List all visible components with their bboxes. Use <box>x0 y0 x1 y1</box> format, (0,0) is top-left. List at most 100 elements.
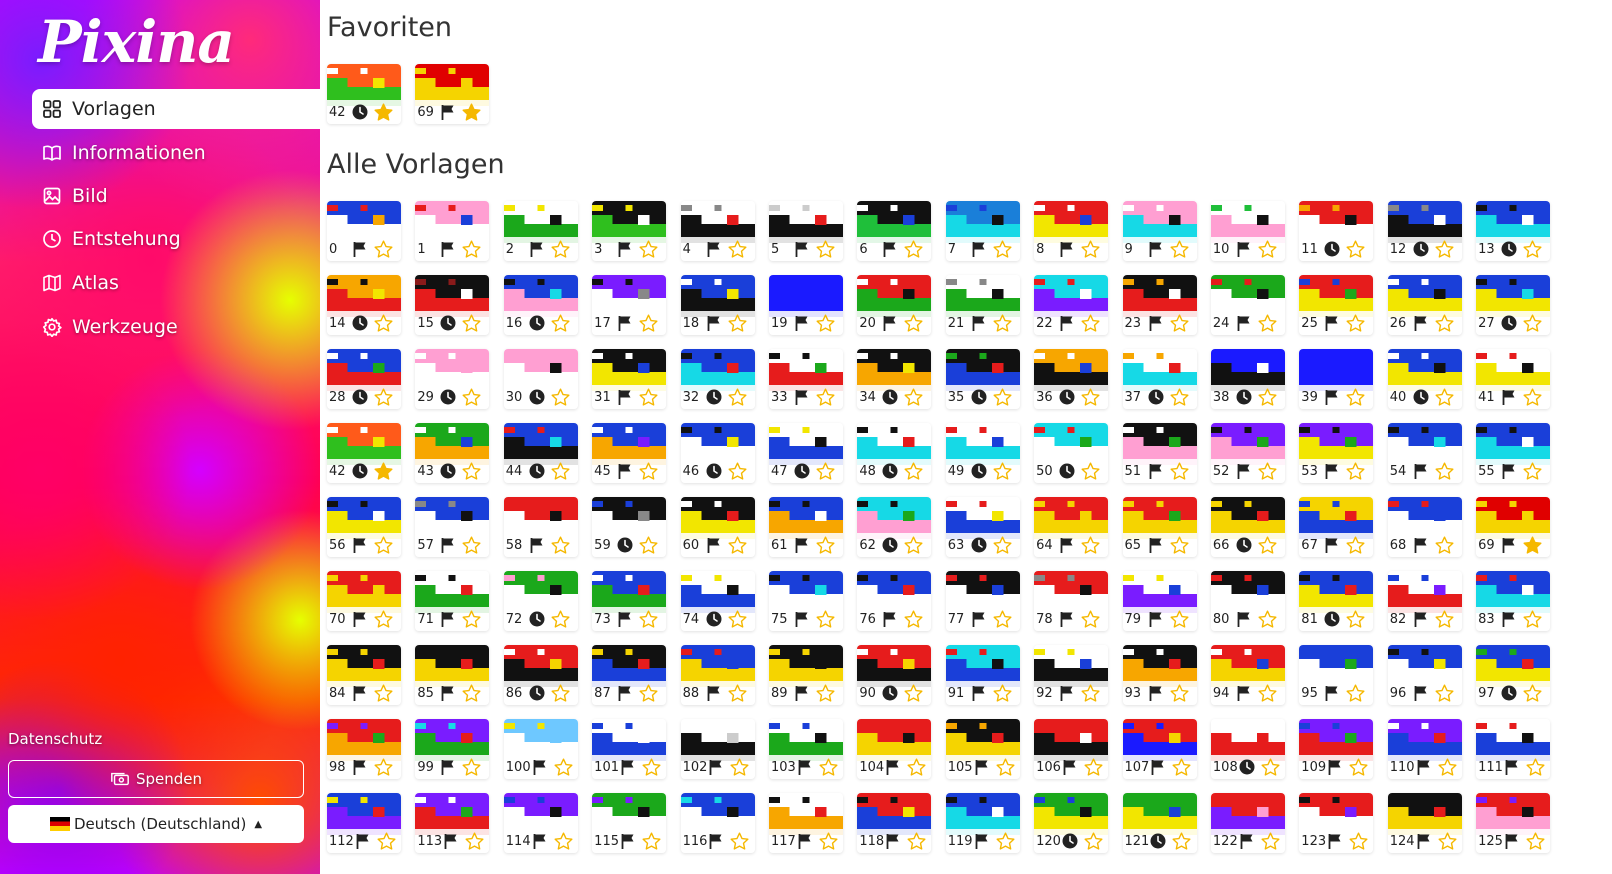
star-outline-icon[interactable] <box>1257 239 1278 260</box>
template-thumbnail[interactable] <box>503 201 578 243</box>
template-thumbnail[interactable] <box>680 349 755 391</box>
template-card[interactable]: 44 <box>503 423 578 483</box>
template-card[interactable]: 94 <box>1210 645 1285 705</box>
star-outline-icon[interactable] <box>992 683 1013 704</box>
template-thumbnail[interactable] <box>1034 423 1109 465</box>
template-card[interactable]: 124 <box>1387 793 1462 853</box>
template-thumbnail[interactable] <box>680 571 755 613</box>
star-outline-icon[interactable] <box>1083 757 1104 778</box>
template-thumbnail[interactable] <box>592 571 667 613</box>
star-outline-icon[interactable] <box>553 757 574 778</box>
star-outline-icon[interactable] <box>638 535 659 556</box>
template-thumbnail[interactable] <box>680 275 755 317</box>
template-thumbnail[interactable] <box>1122 719 1197 761</box>
star-outline-icon[interactable] <box>1434 609 1455 630</box>
template-thumbnail[interactable] <box>1210 497 1285 539</box>
template-thumbnail[interactable] <box>1476 645 1551 687</box>
star-outline-icon[interactable] <box>1522 461 1543 482</box>
template-card[interactable]: 47 <box>768 423 843 483</box>
template-card[interactable]: 33 <box>768 349 843 409</box>
template-thumbnail[interactable] <box>327 645 401 687</box>
star-outline-icon[interactable] <box>1257 609 1278 630</box>
star-outline-icon[interactable] <box>1257 461 1278 482</box>
star-outline-icon[interactable] <box>903 461 924 482</box>
template-card[interactable]: 36 <box>1034 349 1109 409</box>
star-outline-icon[interactable] <box>1345 313 1366 334</box>
star-outline-icon[interactable] <box>1257 387 1278 408</box>
star-outline-icon[interactable] <box>818 757 839 778</box>
template-card[interactable]: 26 <box>1387 275 1462 335</box>
star-outline-icon[interactable] <box>729 757 750 778</box>
template-thumbnail[interactable] <box>857 645 932 687</box>
template-card[interactable]: 31 <box>592 349 667 409</box>
template-card[interactable]: 38 <box>1210 349 1285 409</box>
template-thumbnail[interactable] <box>1210 201 1285 243</box>
template-thumbnail[interactable] <box>503 275 578 317</box>
star-outline-icon[interactable] <box>1080 313 1101 334</box>
sidebar-item-atlas[interactable]: Atlas <box>32 263 320 303</box>
template-card[interactable]: 105 <box>945 719 1020 779</box>
template-thumbnail[interactable] <box>1210 571 1285 613</box>
template-thumbnail[interactable] <box>1476 497 1551 539</box>
template-thumbnail[interactable] <box>857 793 932 835</box>
star-outline-icon[interactable] <box>903 609 924 630</box>
template-thumbnail[interactable] <box>1387 349 1462 391</box>
star-outline-icon[interactable] <box>727 461 748 482</box>
template-card[interactable]: 12 <box>1387 201 1462 261</box>
template-card[interactable]: 39 <box>1299 349 1374 409</box>
star-outline-icon[interactable] <box>1080 609 1101 630</box>
template-card[interactable]: 37 <box>1122 349 1197 409</box>
template-thumbnail[interactable] <box>1299 423 1374 465</box>
template-thumbnail[interactable] <box>1387 719 1462 761</box>
template-card[interactable]: 59 <box>592 497 667 557</box>
sidebar-item-vorlagen[interactable]: Vorlagen <box>32 89 320 129</box>
template-card[interactable]: 98 <box>327 719 401 779</box>
template-card[interactable]: 97 <box>1476 645 1551 705</box>
template-card[interactable]: 73 <box>592 571 667 631</box>
star-outline-icon[interactable] <box>461 461 482 482</box>
star-outline-icon[interactable] <box>550 387 571 408</box>
star-outline-icon[interactable] <box>815 239 836 260</box>
template-thumbnail[interactable] <box>327 64 401 106</box>
star-outline-icon[interactable] <box>638 387 659 408</box>
template-thumbnail[interactable] <box>1210 793 1285 835</box>
template-card[interactable]: 55 <box>1476 423 1551 483</box>
template-thumbnail[interactable] <box>768 423 843 465</box>
template-card[interactable]: 11 <box>1299 201 1374 261</box>
template-thumbnail[interactable] <box>768 349 843 391</box>
template-card[interactable]: 76 <box>857 571 932 631</box>
template-card[interactable]: 41 <box>1476 349 1551 409</box>
donate-button[interactable]: Spenden <box>8 760 304 798</box>
template-card[interactable]: 89 <box>768 645 843 705</box>
template-card[interactable]: 92 <box>1034 645 1109 705</box>
template-card[interactable]: 110 <box>1387 719 1462 779</box>
sidebar-item-bild[interactable]: Bild <box>32 176 320 216</box>
template-card[interactable]: 13 <box>1476 201 1551 261</box>
star-outline-icon[interactable] <box>1080 535 1101 556</box>
star-outline-icon[interactable] <box>1345 239 1366 260</box>
template-thumbnail[interactable] <box>327 275 401 317</box>
template-card[interactable]: 17 <box>592 275 667 335</box>
star-outline-icon[interactable] <box>1434 683 1455 704</box>
template-card[interactable]: 18 <box>680 275 755 335</box>
template-thumbnail[interactable] <box>415 201 490 243</box>
template-card[interactable]: 14 <box>327 275 401 335</box>
template-card[interactable]: 54 <box>1387 423 1462 483</box>
star-outline-icon[interactable] <box>1080 683 1101 704</box>
template-thumbnail[interactable] <box>415 64 490 106</box>
star-outline-icon[interactable] <box>1169 313 1190 334</box>
template-card[interactable]: 21 <box>945 275 1020 335</box>
template-card[interactable]: 79 <box>1122 571 1197 631</box>
template-card[interactable]: 42 <box>327 64 401 124</box>
template-thumbnail[interactable] <box>1210 719 1285 761</box>
template-card[interactable]: 67 <box>1299 497 1374 557</box>
template-card[interactable]: 48 <box>857 423 932 483</box>
template-card[interactable]: 80 <box>1210 571 1285 631</box>
template-card[interactable]: 83 <box>1476 571 1551 631</box>
template-thumbnail[interactable] <box>945 645 1020 687</box>
star-outline-icon[interactable] <box>373 683 394 704</box>
star-outline-icon[interactable] <box>1522 387 1543 408</box>
template-card[interactable]: 43 <box>415 423 490 483</box>
template-card[interactable]: 108 <box>1210 719 1285 779</box>
template-thumbnail[interactable] <box>857 349 932 391</box>
